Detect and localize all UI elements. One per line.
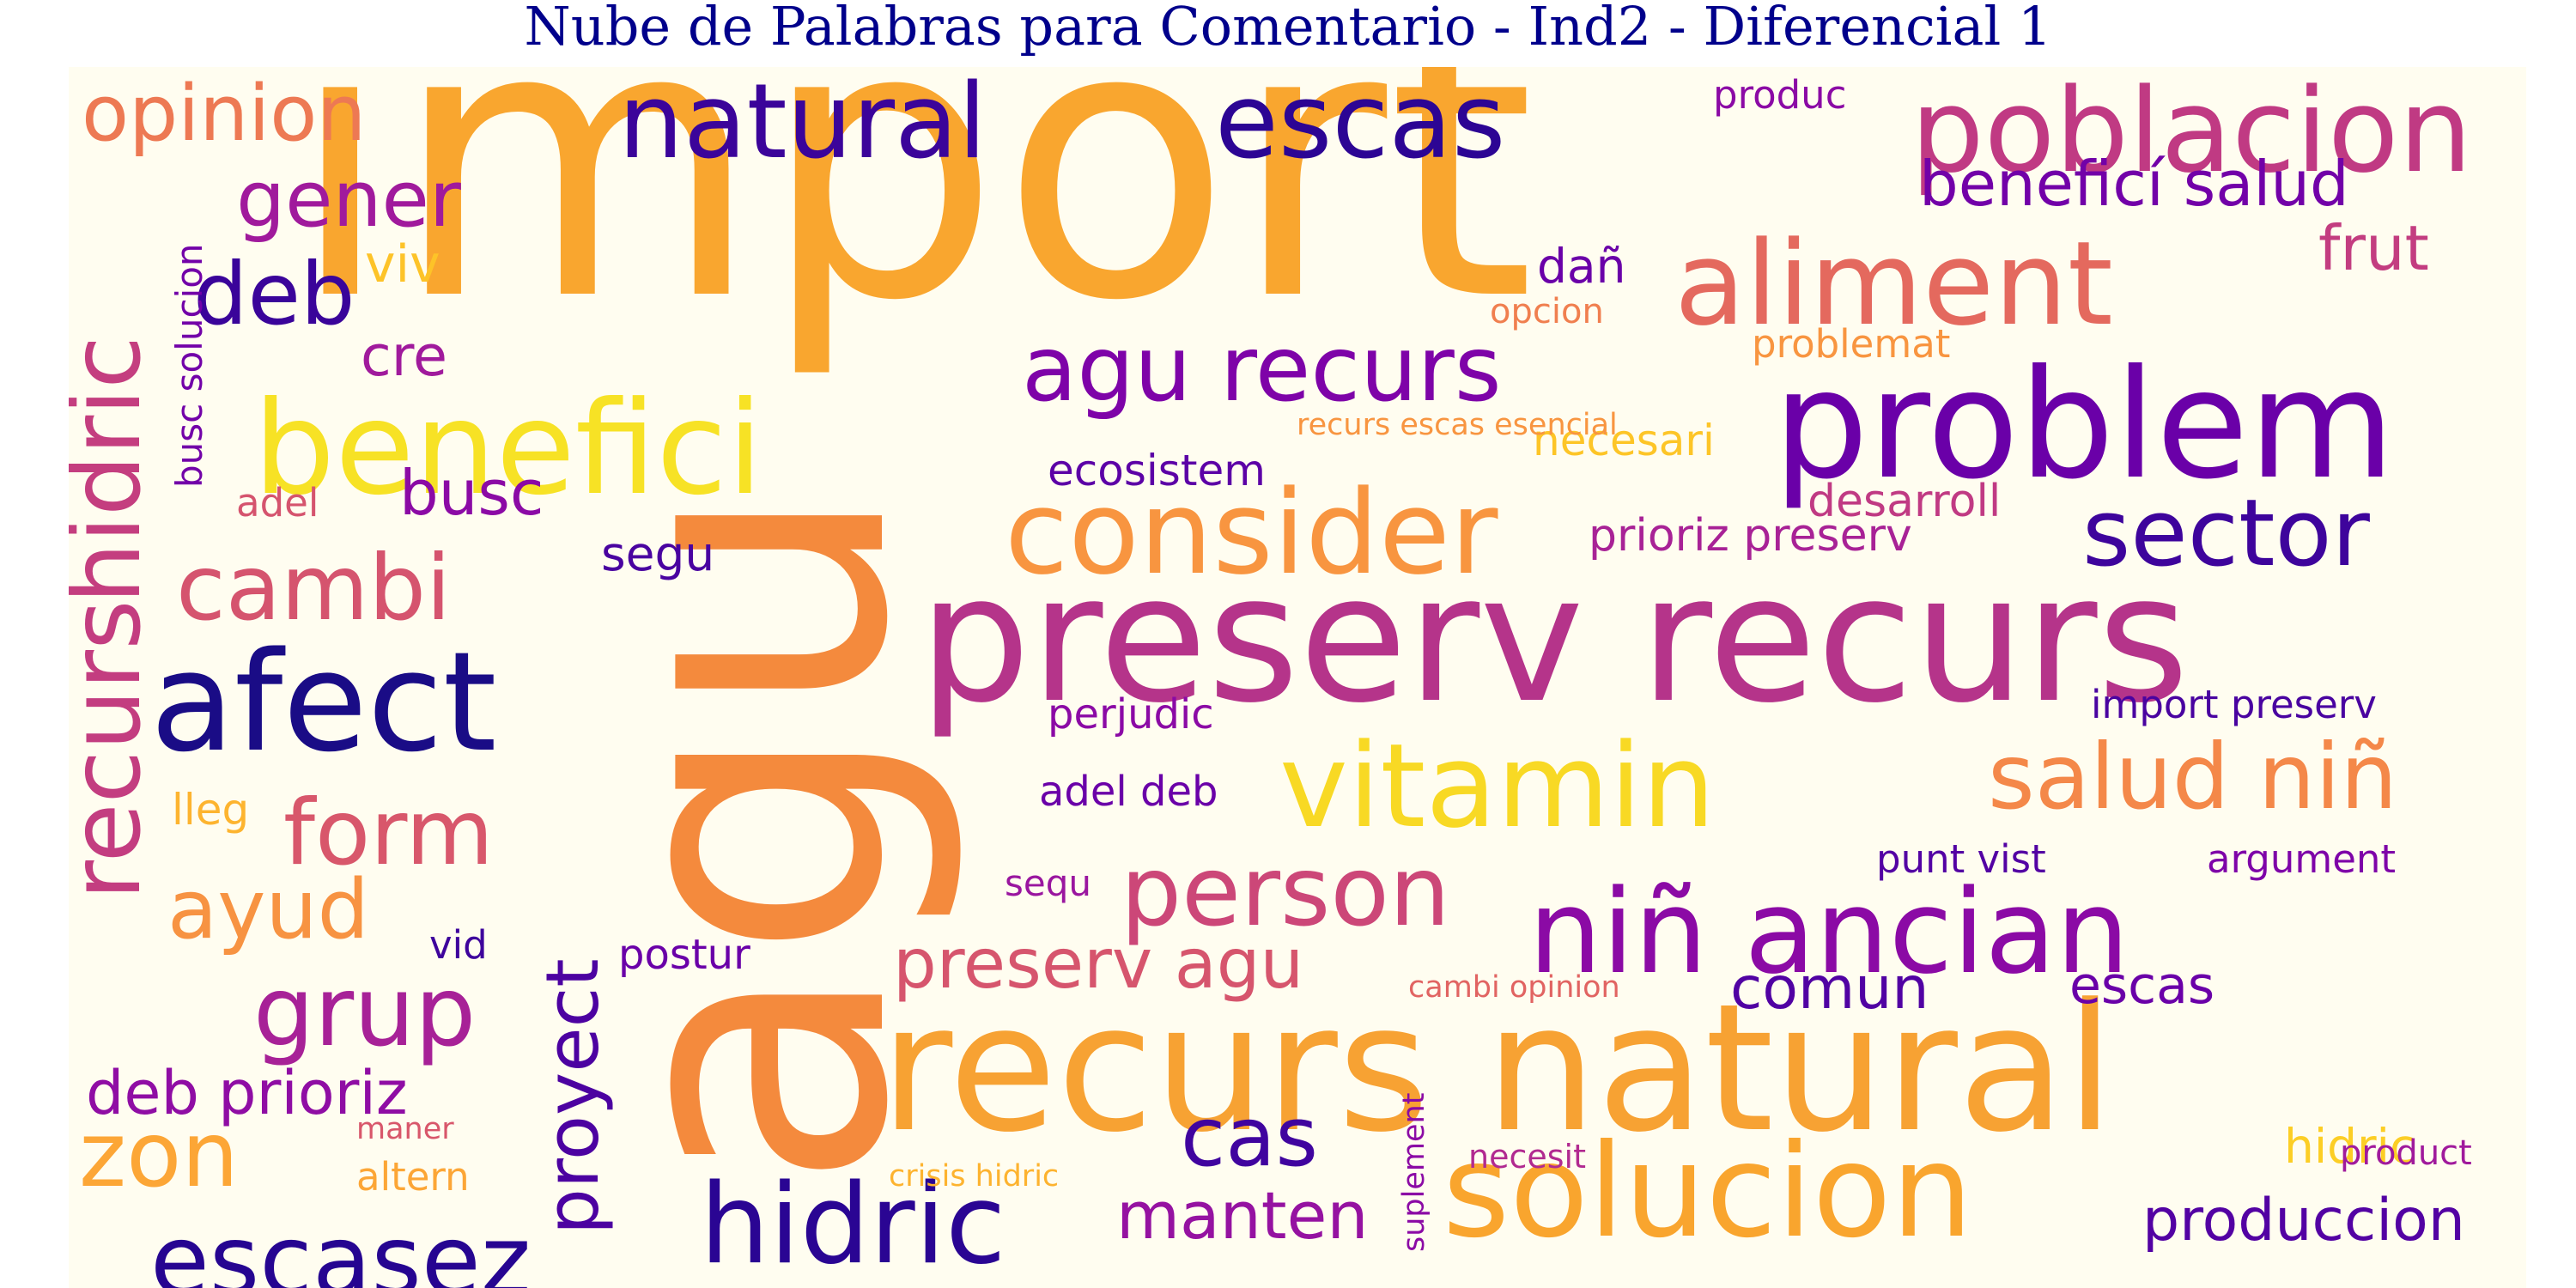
word: viv bbox=[365, 234, 440, 295]
word-cloud: import agu preserv recurs recurs natural… bbox=[69, 67, 2526, 1288]
word: salud niñ bbox=[1988, 725, 2398, 829]
word: cambi bbox=[176, 536, 452, 641]
word: beneficí salud bbox=[1919, 148, 2349, 220]
word: produc bbox=[1713, 72, 1847, 118]
word: postur bbox=[618, 931, 750, 979]
word: desarroll bbox=[1807, 476, 2002, 527]
word: opinion bbox=[82, 69, 367, 159]
word: cambi opinion bbox=[1408, 970, 1620, 1005]
word: vid bbox=[429, 922, 488, 968]
word: deb bbox=[193, 244, 355, 344]
word: consider bbox=[1005, 465, 1498, 600]
word: solucion bbox=[1443, 1117, 1973, 1267]
word: punt vist bbox=[1876, 836, 2046, 882]
word: ayud bbox=[167, 863, 369, 957]
word: vitamin bbox=[1279, 719, 1716, 854]
chart-title: Nube de Palabras para Comentario - Ind2 … bbox=[524, 0, 2052, 58]
word: manten bbox=[1116, 1177, 1369, 1254]
word: hidric bbox=[69, 336, 162, 604]
word: natural bbox=[618, 67, 987, 182]
word: person bbox=[1121, 836, 1450, 948]
word: benefici bbox=[253, 374, 763, 524]
word: zon bbox=[79, 1103, 239, 1207]
word: product bbox=[2340, 1133, 2472, 1173]
word: argument bbox=[2207, 836, 2397, 882]
word: escas bbox=[1215, 67, 1506, 182]
word: maner bbox=[356, 1112, 454, 1146]
word: cas bbox=[1181, 1091, 1318, 1185]
word: proyect bbox=[531, 958, 616, 1235]
word: perjudic bbox=[1048, 690, 1214, 738]
word: grup bbox=[253, 957, 477, 1068]
word: escas bbox=[2069, 956, 2215, 1016]
word: gener bbox=[236, 155, 461, 245]
word: dañ bbox=[1537, 239, 1626, 294]
word: necesari bbox=[1533, 416, 1715, 465]
word: sector bbox=[2082, 480, 2370, 587]
word: hidric bbox=[2284, 1119, 2416, 1174]
word: busc solucion bbox=[168, 243, 210, 488]
word: adel bbox=[236, 480, 319, 526]
word: busc bbox=[399, 457, 544, 529]
word: afect bbox=[150, 622, 497, 782]
word: recurs bbox=[69, 599, 162, 900]
word: altern bbox=[356, 1154, 470, 1200]
word: deb prioriz bbox=[86, 1058, 408, 1128]
word: poblacion bbox=[1911, 67, 2473, 198]
word: agu recurs bbox=[1022, 317, 1502, 422]
word: cre bbox=[361, 325, 448, 389]
word: preserv recurs bbox=[919, 538, 2190, 742]
word: import bbox=[288, 67, 1535, 383]
word: frut bbox=[2318, 212, 2429, 284]
word: problem bbox=[1773, 338, 2396, 513]
word: niñ ancian bbox=[1528, 865, 2129, 999]
word: adel deb bbox=[1039, 768, 1218, 816]
word: recurs natural bbox=[880, 967, 2115, 1171]
word: segu bbox=[601, 526, 715, 581]
word: preserv agu bbox=[893, 924, 1304, 1004]
word: problemat bbox=[1752, 321, 1951, 367]
word: sequ bbox=[1005, 862, 1092, 904]
word: lleg bbox=[172, 785, 250, 835]
word: ecosistem bbox=[1048, 446, 1266, 495]
word: produccion bbox=[2142, 1187, 2465, 1255]
word: necesit bbox=[1468, 1138, 1586, 1176]
word: recurs escas esencial bbox=[1297, 408, 1618, 442]
word: suplement bbox=[1397, 1092, 1431, 1252]
word: aliment bbox=[1674, 216, 2113, 351]
word: comun bbox=[1730, 955, 1929, 1023]
word: import preserv bbox=[2091, 682, 2377, 727]
word: form bbox=[283, 781, 494, 885]
word: prioriz preserv bbox=[1589, 510, 1912, 562]
word: hidric bbox=[700, 1161, 1006, 1288]
word: crisis hidric bbox=[889, 1159, 1060, 1194]
word: opcion bbox=[1490, 292, 1604, 331]
word: escasez bbox=[150, 1206, 532, 1288]
